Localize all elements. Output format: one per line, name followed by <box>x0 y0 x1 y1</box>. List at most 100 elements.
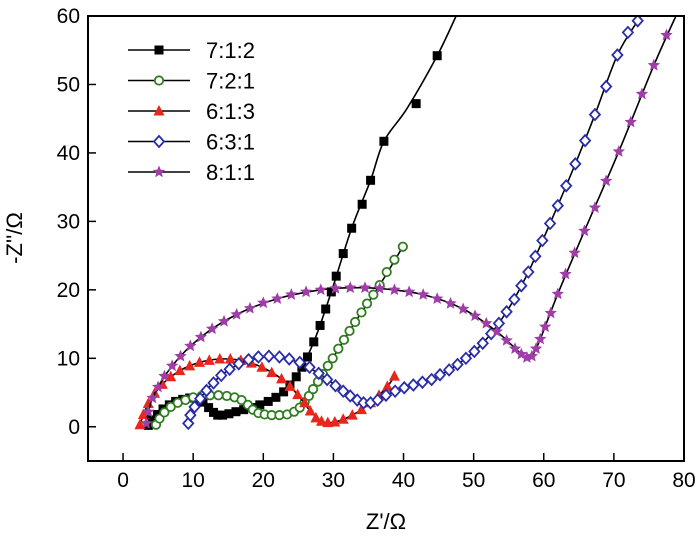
data-point <box>356 307 367 318</box>
data-point <box>285 288 298 300</box>
data-point <box>230 307 243 320</box>
y-tick-label: 30 <box>57 210 80 233</box>
x-tick-label: 50 <box>462 469 485 492</box>
data-point <box>338 249 348 259</box>
data-point <box>373 281 386 294</box>
data-point <box>522 265 535 279</box>
data-point <box>263 396 273 406</box>
data-point <box>508 342 522 354</box>
data-point <box>184 408 197 422</box>
data-point <box>329 378 342 393</box>
data-point <box>635 87 649 100</box>
data-point <box>344 325 355 337</box>
data-point <box>490 325 503 337</box>
x-tick-label: 70 <box>602 469 625 492</box>
data-point <box>588 107 602 122</box>
data-point <box>223 362 236 377</box>
data-point <box>611 48 624 62</box>
data-point <box>239 405 249 415</box>
legend-marker <box>153 105 165 116</box>
data-point <box>361 298 373 309</box>
x-axis-title: Z'/Ω <box>366 509 406 534</box>
data-point <box>350 316 361 328</box>
data-point <box>256 361 268 372</box>
data-point <box>266 366 278 378</box>
series-8:1:1 <box>140 3 685 429</box>
data-point <box>184 359 196 371</box>
data-point <box>631 16 644 28</box>
legend-marker <box>153 75 165 86</box>
data-point <box>142 405 155 417</box>
data-point <box>366 175 376 185</box>
data-point <box>612 145 625 157</box>
data-point <box>329 281 342 294</box>
data-point <box>291 372 301 382</box>
data-point <box>232 356 245 371</box>
data-point <box>500 304 513 319</box>
data-point <box>148 415 158 425</box>
data-point <box>568 246 581 259</box>
data-point <box>207 376 220 390</box>
x-tick-label: 80 <box>672 469 695 492</box>
data-point <box>283 352 296 366</box>
y-tick-label: 40 <box>57 142 80 165</box>
data-point <box>213 390 224 401</box>
tick-marks <box>88 15 685 461</box>
y-tick-labels: 0 10 20 30 40 50 60 <box>57 5 80 439</box>
data-point <box>451 357 464 372</box>
data-point <box>433 367 447 382</box>
data-point <box>205 322 219 335</box>
data-point <box>315 415 327 426</box>
x-tick-label: 30 <box>322 469 345 492</box>
data-point <box>337 384 350 399</box>
data-point <box>322 360 333 371</box>
legend: 7:1:2 7:2:1 6:1:3 6:3:1 8:1:1 <box>128 38 255 185</box>
data-point <box>262 349 276 364</box>
data-point <box>273 350 286 364</box>
legend-label: 7:1:2 <box>206 38 255 63</box>
data-point <box>578 224 591 237</box>
data-point <box>194 330 208 343</box>
data-point <box>304 405 316 416</box>
data-point <box>388 283 401 296</box>
data-point <box>559 267 572 280</box>
data-point <box>525 349 539 362</box>
x-tick-label: 40 <box>392 469 415 492</box>
data-point <box>468 344 481 359</box>
data-point <box>303 360 316 375</box>
x-tick-label: 60 <box>532 469 555 492</box>
data-point <box>321 304 331 314</box>
series-6:1:3 <box>134 352 400 430</box>
data-point <box>326 287 336 297</box>
data-point <box>184 339 197 352</box>
data-point <box>442 363 456 377</box>
data-point <box>271 392 281 402</box>
legend-item: 7:1:2 <box>128 38 255 63</box>
data-point <box>310 411 322 423</box>
data-point <box>538 320 552 333</box>
data-point <box>314 283 327 296</box>
data-point <box>312 366 325 381</box>
data-point <box>673 3 685 15</box>
data-point <box>500 334 513 346</box>
data-point <box>292 388 304 400</box>
data-point <box>621 25 635 40</box>
data-point <box>468 309 482 322</box>
data-point <box>307 384 319 395</box>
data-point <box>193 391 207 406</box>
data-point <box>204 403 214 413</box>
data-point <box>599 174 613 187</box>
legend-item: 8:1:1 <box>128 160 255 185</box>
data-point <box>551 198 565 213</box>
data-point <box>252 350 265 364</box>
data-point <box>271 292 284 304</box>
data-point <box>151 380 165 393</box>
data-point <box>529 249 542 264</box>
data-point <box>407 378 420 392</box>
data-point <box>146 391 159 404</box>
data-point <box>224 409 234 419</box>
data-point <box>411 99 421 109</box>
data-point <box>358 281 372 294</box>
data-point <box>140 416 153 429</box>
